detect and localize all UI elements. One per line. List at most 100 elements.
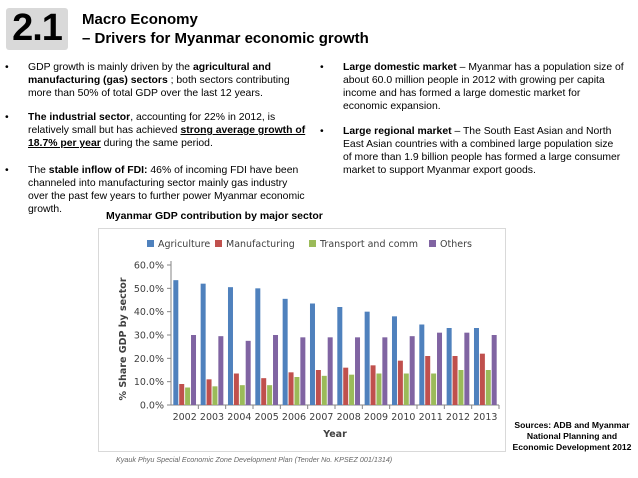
chart-title: Myanmar GDP contribution by major sector xyxy=(106,210,323,222)
bar-others xyxy=(245,340,251,405)
bar-manufacturing xyxy=(370,365,376,405)
y-tick-label: 0.0% xyxy=(140,401,164,412)
bullet-text-bold: manufacturing (gas) sectors xyxy=(28,75,168,87)
bullet-text: – Myanmar has a population size of xyxy=(456,62,624,73)
bar-transport-and-comm xyxy=(294,377,300,405)
bar-manufacturing xyxy=(206,379,212,405)
bar-others xyxy=(327,337,333,405)
bullet-text: of more than 1.9 billion people has form… xyxy=(343,152,621,164)
bar-others xyxy=(273,335,279,405)
bullet-text: relatively small but has achieved xyxy=(28,125,181,137)
bar-others xyxy=(300,337,306,405)
y-tick-label: 50.0% xyxy=(134,284,164,295)
y-tick-label: 20.0% xyxy=(134,354,164,365)
bullet-text: economic expansion. xyxy=(343,101,441,113)
bar-agriculture xyxy=(337,307,343,405)
bar-transport-and-comm xyxy=(403,373,409,405)
bar-transport-and-comm xyxy=(267,385,273,405)
bar-manufacturing xyxy=(261,378,267,405)
bullet-text: ; both sectors contributing xyxy=(167,75,290,87)
x-tick-label: 2013 xyxy=(473,412,497,423)
bullet-marker: • xyxy=(320,126,324,137)
chart-canvas: Agriculture Manufacturing Transport and co… xyxy=(118,239,500,440)
bullet-text: , accounting for 22% in 2012, is xyxy=(130,112,276,123)
legend-swatch xyxy=(147,240,154,247)
bar-transport-and-comm xyxy=(321,375,327,405)
bullet-marker: • xyxy=(5,112,9,123)
bullet-text: channeled into manufacturing sector main… xyxy=(28,178,288,190)
bullet-text: East Asian countries with a combined lar… xyxy=(343,139,614,151)
sources-line: National Planning and xyxy=(526,431,618,441)
bar-agriculture xyxy=(309,303,315,405)
x-tick-label: 2007 xyxy=(309,412,333,423)
bar-agriculture xyxy=(200,283,206,405)
bar-others xyxy=(382,337,388,405)
bar-transport-and-comm xyxy=(458,370,464,405)
legend-label: Transport and comm xyxy=(319,239,418,250)
bar-manufacturing xyxy=(452,356,458,405)
bullet-text-bold: agricultural and xyxy=(192,62,271,73)
x-tick-label: 2003 xyxy=(200,412,224,423)
bar-others xyxy=(464,332,470,405)
x-tick-label: 2012 xyxy=(446,412,470,423)
bar-manufacturing xyxy=(288,372,294,405)
bar-transport-and-comm xyxy=(185,387,191,405)
bullet-domestic-market: • Large domestic market – Myanmar has a … xyxy=(320,61,635,113)
bullet-text: more than 50% of total GDP over the last… xyxy=(28,88,263,100)
sources-line: Economic Development 2012 xyxy=(512,442,632,452)
x-tick-label: 2010 xyxy=(391,412,415,423)
bar-others xyxy=(191,335,197,405)
bullet-text: income and has formed a large domestic m… xyxy=(343,88,581,100)
bullet-text: 46% of incoming FDI have been xyxy=(147,165,299,176)
bar-agriculture xyxy=(255,288,261,405)
legend-swatch xyxy=(309,240,316,247)
y-tick-label: 30.0% xyxy=(134,331,164,342)
bar-manufacturing xyxy=(233,373,239,405)
y-tick-label: 10.0% xyxy=(134,377,164,388)
bullet-text: market to support Myanmar export goods. xyxy=(343,165,536,177)
bullet-text: over the past few years to further power… xyxy=(28,191,305,203)
bullet-marker: • xyxy=(5,62,9,73)
bar-transport-and-comm xyxy=(239,385,245,405)
sources-note: Sources: ADB and Myanmar National Planni… xyxy=(508,420,636,453)
bar-manufacturing xyxy=(315,370,321,405)
bullet-text-bold: stable inflow of FDI: xyxy=(48,165,148,176)
x-tick-label: 2008 xyxy=(337,412,361,423)
page-title: Macro Economy xyxy=(82,11,198,28)
bar-others xyxy=(355,337,361,405)
bar-others xyxy=(491,335,497,405)
legend-label: Others xyxy=(440,239,472,250)
x-tick-label: 2002 xyxy=(173,412,197,423)
y-tick-label: 40.0% xyxy=(134,307,164,318)
legend-label: Manufacturing xyxy=(226,239,295,250)
bar-others xyxy=(218,336,224,405)
x-tick-label: 2006 xyxy=(282,412,306,423)
sources-line: Sources: ADB and Myanmar xyxy=(514,420,630,430)
bar-manufacturing xyxy=(425,356,431,405)
bar-agriculture xyxy=(227,287,233,405)
bullet-text-emphasis: 18.7% per year xyxy=(28,138,101,150)
y-axis-title: % Share GDP by sector xyxy=(118,277,129,400)
bar-transport-and-comm xyxy=(376,373,382,405)
section-badge xyxy=(6,8,68,50)
bullet-industrial-sector: • The industrial sector, accounting for … xyxy=(5,111,328,150)
bar-manufacturing xyxy=(397,360,403,405)
bar-manufacturing xyxy=(479,353,485,405)
bullet-text-bold: Large regional market xyxy=(343,126,452,137)
section-number: 2.1 xyxy=(12,7,63,49)
x-tick-label: 2004 xyxy=(227,412,251,423)
bar-transport-and-comm xyxy=(485,370,491,405)
bar-transport-and-comm xyxy=(212,386,218,405)
y-tick-label: 60.0% xyxy=(134,261,164,272)
footer-note: Kyauk Phyu Special Economic Zone Develop… xyxy=(116,455,393,464)
legend-swatch xyxy=(215,240,222,247)
page-subtitle: – Drivers for Myanmar economic growth xyxy=(82,30,369,47)
bullet-regional-market: • Large regional market – The South East… xyxy=(320,125,635,177)
bar-others xyxy=(437,332,443,405)
bar-transport-and-comm xyxy=(431,373,437,405)
bullet-text: GDP growth is mainly driven by the xyxy=(28,62,193,73)
bar-manufacturing xyxy=(343,367,349,405)
x-tick-label: 2005 xyxy=(255,412,279,423)
bar-agriculture xyxy=(364,311,370,405)
legend-label: Agriculture xyxy=(158,239,210,250)
